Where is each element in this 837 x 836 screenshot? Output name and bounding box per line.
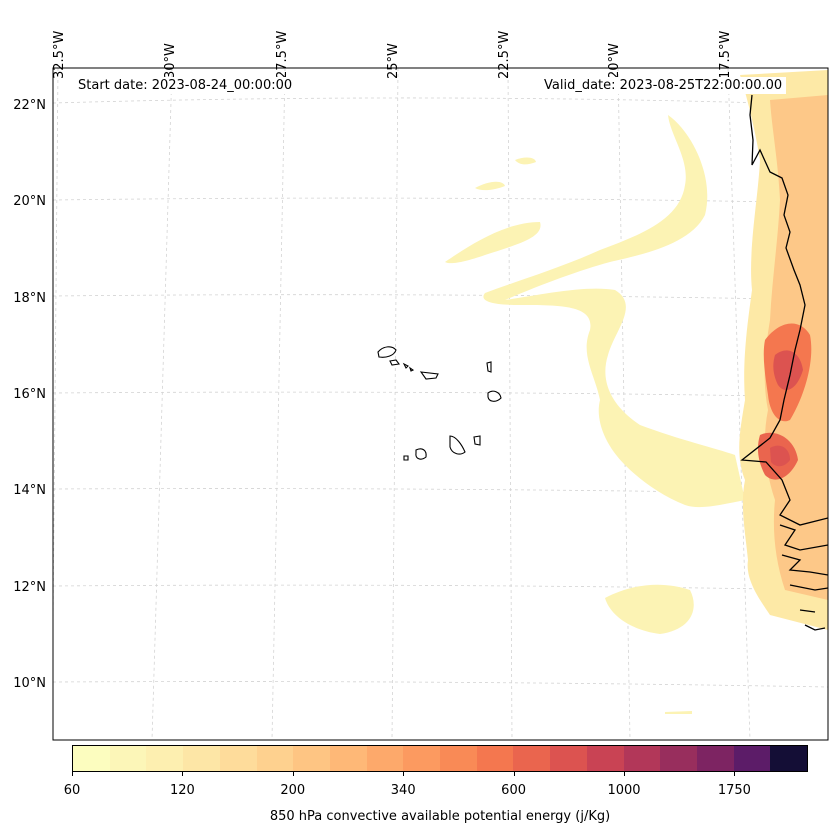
colorbar-tick-mark <box>734 772 736 776</box>
coastline <box>740 94 828 631</box>
colorbar-swatch <box>256 746 294 771</box>
lon-label-30w: 30°W <box>163 43 178 79</box>
colorbar-swatch <box>476 746 514 771</box>
cape-contour-peak2 <box>770 445 790 467</box>
cape-contour-blob2 <box>515 157 536 165</box>
lon-label-27-5w: 27.5°W <box>275 30 290 79</box>
colorbar-swatch <box>623 746 661 771</box>
colorbar-tick-label: 600 <box>501 783 527 798</box>
lat-label-14n: 14°N <box>13 483 46 498</box>
lon-label-22-5w: 22.5°W <box>497 30 512 79</box>
colorbar-swatch <box>513 746 551 771</box>
colorbar-swatch <box>403 746 441 771</box>
cape-contour-strip <box>665 711 692 714</box>
cape-contour-peak1 <box>773 350 803 390</box>
lat-label-10n: 10°N <box>13 676 46 691</box>
colorbar-tick-label: 1000 <box>607 783 641 798</box>
cape-field <box>445 70 828 714</box>
lat-label-18n: 18°N <box>13 291 46 306</box>
gridlines <box>53 68 828 740</box>
colorbar-tick-mark <box>182 772 184 776</box>
valid-date-label: Valid_date: 2023-08-25T22:00:00.00 <box>540 77 787 94</box>
cape-contour-south <box>605 584 694 634</box>
lat-label-20n: 20°N <box>13 194 46 209</box>
colorbar-tick-label: 340 <box>390 783 416 798</box>
colorbar-swatch <box>183 746 220 771</box>
colorbar-swatch <box>440 746 477 771</box>
colorbar-swatch <box>586 746 624 771</box>
colorbar-swatch <box>146 746 184 771</box>
lon-label-32-5w: 32.5°W <box>52 30 67 79</box>
colorbar-tick-mark <box>403 772 405 776</box>
colorbar-tick-mark <box>72 772 73 776</box>
colorbar-tick-mark <box>624 772 625 776</box>
colorbar-tick-label: 120 <box>169 783 195 798</box>
cape-verde-islands <box>377 346 502 461</box>
lon-label-25w: 25°W <box>386 43 401 79</box>
colorbar-swatch <box>329 746 367 771</box>
colorbar-tick-label: 60 <box>63 783 81 798</box>
colorbar-swatch <box>366 746 404 771</box>
cape-contour-blob <box>475 181 505 191</box>
lat-label-16n: 16°N <box>13 387 46 402</box>
colorbar-swatch <box>733 746 771 771</box>
colorbar-swatch <box>293 746 330 771</box>
colorbar-swatch <box>219 746 257 771</box>
lon-label-17-5w: 17.5°W <box>718 30 733 79</box>
lat-label-12n: 12°N <box>13 580 46 595</box>
colorbar-swatch <box>660 746 697 771</box>
start-date-label: Start date: 2023-08-24_00:00:00 <box>74 77 297 94</box>
colorbar-swatch <box>696 746 734 771</box>
lon-label-20w: 20°W <box>607 43 622 79</box>
colorbar <box>72 745 808 772</box>
cape-contour-low <box>483 115 745 508</box>
colorbar-tick-label: 1750 <box>717 783 751 798</box>
colorbar-swatch <box>73 746 110 771</box>
colorbar-tick-label: 200 <box>280 783 306 798</box>
colorbar-swatch <box>770 746 808 771</box>
colorbar-tick-mark <box>513 772 515 776</box>
lat-label-22n: 22°N <box>13 98 46 113</box>
cape-contour-arm <box>445 222 541 264</box>
colorbar-label: 850 hPa convective available potential e… <box>269 809 611 824</box>
colorbar-tick-mark <box>292 772 294 776</box>
colorbar-swatch <box>109 746 147 771</box>
colorbar-swatch <box>550 746 587 771</box>
